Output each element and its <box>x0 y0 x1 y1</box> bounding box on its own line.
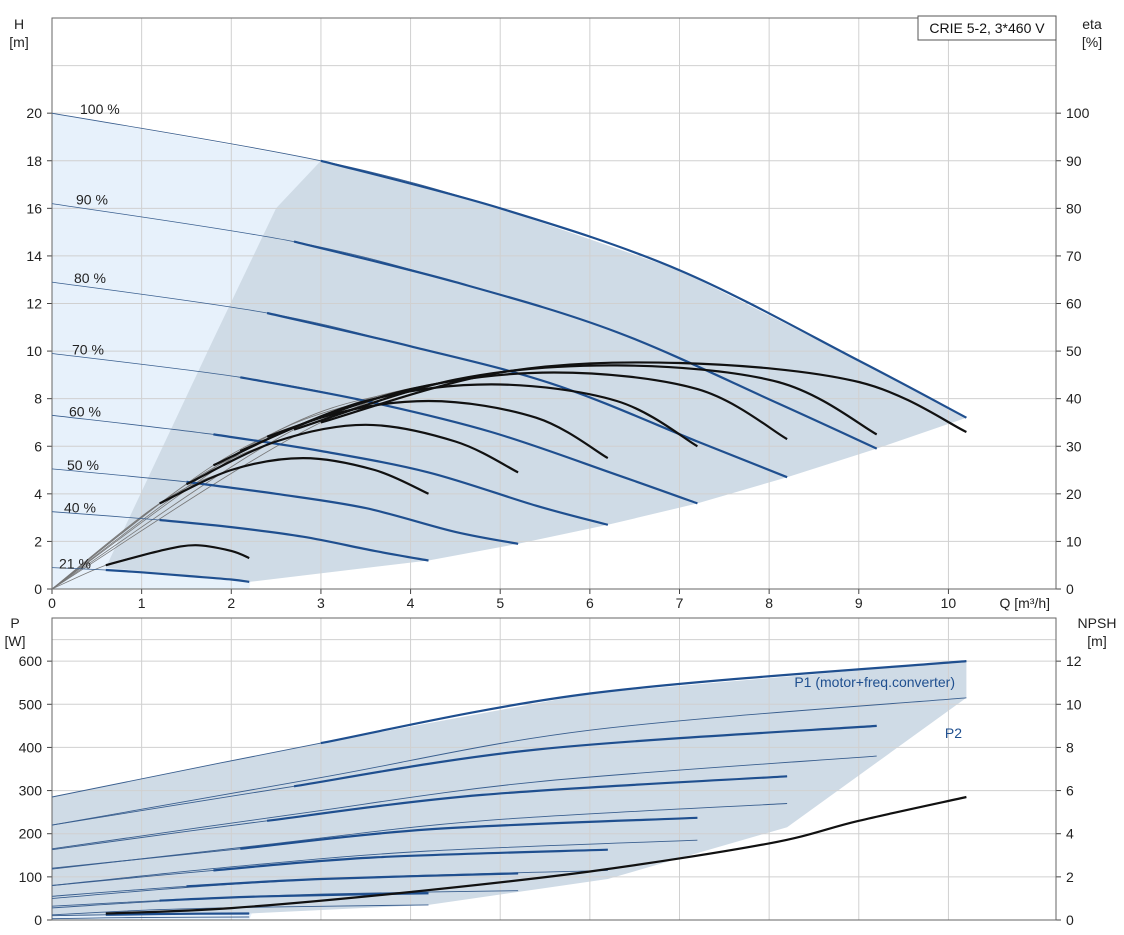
p1-curve <box>105 912 250 916</box>
chart-title: CRIE 5-2, 3*460 V <box>929 20 1045 36</box>
y-tick-label-head: 20 <box>26 105 42 121</box>
x-tick-label: 2 <box>227 595 235 611</box>
speed-label: 60 % <box>69 403 101 419</box>
y-tick-label-npsh: 8 <box>1066 739 1074 755</box>
efficiency-curve <box>105 544 250 567</box>
y-axis-label-head-unit: [m] <box>9 34 28 50</box>
speed-label: 70 % <box>72 341 104 357</box>
power-plot-frame <box>51 617 1057 921</box>
y-axis-label-power-symbol: P <box>10 615 19 631</box>
head-curve <box>320 159 967 419</box>
p1-curve <box>186 872 519 888</box>
y-tick-label-head: 14 <box>26 248 42 264</box>
y-tick-label-power: 500 <box>19 696 43 712</box>
efficiency-curve <box>320 361 967 433</box>
y-tick-label-npsh: 12 <box>1066 653 1082 669</box>
head-curve <box>105 568 250 583</box>
y-tick-label-head: 2 <box>34 533 42 549</box>
x-tick-label: 0 <box>48 595 56 611</box>
head-curve <box>240 376 698 505</box>
y-tick-label-eta: 90 <box>1066 153 1082 169</box>
y-tick-label-eta: 70 <box>1066 248 1082 264</box>
y-tick-label-power: 200 <box>19 826 43 842</box>
x-tick-label: 10 <box>941 595 957 611</box>
efficiency-curve <box>266 371 788 441</box>
p1-curve <box>240 816 698 850</box>
x-tick-label: 5 <box>496 595 504 611</box>
speed-label: 21 % <box>59 556 91 572</box>
y-tick-label-head: 6 <box>34 438 42 454</box>
y-tick-label-eta: 20 <box>1066 486 1082 502</box>
speed-label: 100 % <box>80 101 120 117</box>
y-tick-label-eta: 80 <box>1066 200 1082 216</box>
p1-curve <box>293 724 877 788</box>
head-curve <box>293 240 878 450</box>
p2-curve <box>51 697 967 826</box>
y-axis-label-npsh-symbol: NPSH <box>1078 615 1117 631</box>
speed-label: 80 % <box>74 270 106 286</box>
y-tick-label-head: 18 <box>26 153 42 169</box>
y-tick-label-eta: 30 <box>1066 438 1082 454</box>
y-tick-label-eta: 40 <box>1066 391 1082 407</box>
x-tick-label: 7 <box>676 595 684 611</box>
y-tick-label-head: 10 <box>26 343 42 359</box>
y-tick-label-head: 4 <box>34 486 42 502</box>
speed-label: 90 % <box>76 192 108 208</box>
head-curve <box>266 311 788 479</box>
p1-curve <box>320 660 967 745</box>
y-tick-label-eta: 10 <box>1066 533 1082 549</box>
p2-curve <box>51 839 698 886</box>
y-tick-label-eta: 60 <box>1066 296 1082 312</box>
x-tick-label: 4 <box>407 595 415 611</box>
y-axis-label-eta-unit: [%] <box>1082 34 1102 50</box>
y-tick-label-npsh: 4 <box>1066 826 1074 842</box>
y-tick-label-power: 400 <box>19 739 43 755</box>
x-tick-label: 3 <box>317 595 325 611</box>
y-tick-label-power: 600 <box>19 653 43 669</box>
y-tick-label-head: 16 <box>26 200 42 216</box>
x-tick-label: 9 <box>855 595 863 611</box>
head-curve <box>213 433 609 526</box>
p1-series-label: P1 (motor+freq.converter) <box>794 674 955 690</box>
x-axis-label: Q [m³/h] <box>999 595 1050 611</box>
x-tick-label: 6 <box>586 595 594 611</box>
y-tick-label-power: 300 <box>19 783 43 799</box>
y-tick-label-npsh: 0 <box>1066 912 1074 928</box>
p2-curve <box>51 916 250 920</box>
y-tick-label-npsh: 10 <box>1066 696 1082 712</box>
p2-series-label: P2 <box>945 725 962 741</box>
chart-title-box: CRIE 5-2, 3*460 V <box>917 15 1057 41</box>
y-tick-label-npsh: 6 <box>1066 783 1074 799</box>
speed-label: 40 % <box>64 500 96 516</box>
speed-label: 50 % <box>67 457 99 473</box>
npsh-curve <box>105 795 967 915</box>
y-tick-label-eta: 50 <box>1066 343 1082 359</box>
y-tick-label-power: 0 <box>34 912 42 928</box>
head-curve <box>159 518 429 562</box>
y-tick-label-power: 100 <box>19 869 43 885</box>
efficiency-curve <box>186 423 519 486</box>
x-tick-label: 1 <box>138 595 146 611</box>
y-axis-label-power-unit: [W] <box>5 633 26 649</box>
y-tick-label-npsh: 2 <box>1066 869 1074 885</box>
p1-curve <box>213 848 608 872</box>
y-tick-label-eta: 100 <box>1066 105 1090 121</box>
y-axis-label-eta-symbol: eta <box>1082 16 1102 32</box>
y-tick-label-head: 12 <box>26 296 42 312</box>
efficiency-curve <box>293 364 878 436</box>
y-tick-label-head: 0 <box>34 581 42 597</box>
power-operating-range <box>52 661 967 916</box>
p2-curve <box>51 755 877 850</box>
y-tick-label-head: 8 <box>34 391 42 407</box>
y-axis-label-head-symbol: H <box>14 16 24 32</box>
y-axis-label-npsh-unit: [m] <box>1087 633 1106 649</box>
p1-curve <box>266 775 788 822</box>
head-plot-frame <box>51 17 1057 590</box>
x-tick-label: 8 <box>765 595 773 611</box>
head-curve <box>186 480 519 545</box>
efficiency-curve <box>159 456 429 505</box>
y-tick-label-eta: 0 <box>1066 581 1074 597</box>
